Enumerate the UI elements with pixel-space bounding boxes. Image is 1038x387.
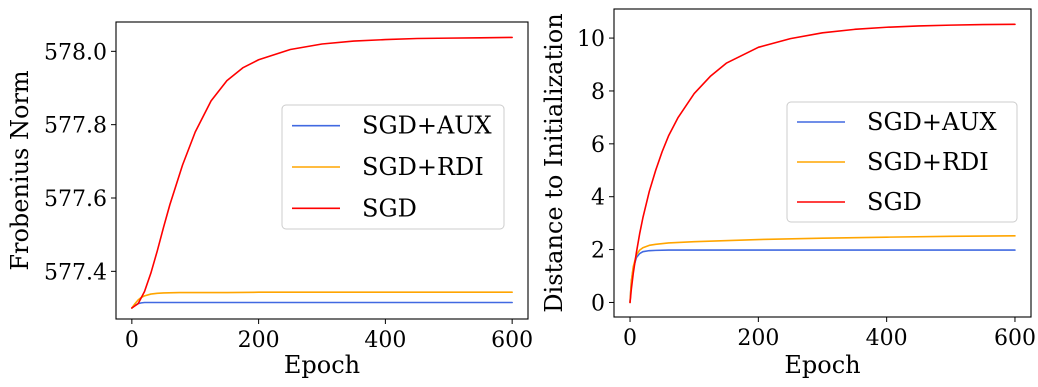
axes-frame xyxy=(115,21,529,320)
y-tick-label: 10 xyxy=(577,27,605,52)
x-tick-label: 600 xyxy=(491,328,533,353)
legend-box xyxy=(281,104,505,230)
y-tick-label: 6 xyxy=(591,133,605,158)
legend: SGD+AUX SGD+RDI SGD xyxy=(786,101,1018,223)
x-tick-label: 0 xyxy=(623,326,637,351)
y-tick-label: 2 xyxy=(591,239,605,264)
series-line-1 xyxy=(131,301,513,309)
series-line-3 xyxy=(629,23,1016,304)
x-tick-label: 0 xyxy=(125,328,139,353)
x-tick-label: 200 xyxy=(238,328,280,353)
y-tick-label: 4 xyxy=(591,186,605,211)
axes-frame xyxy=(613,8,1032,318)
series-line-1 xyxy=(629,249,1016,304)
y-tick-label: 0 xyxy=(591,291,605,316)
series-line-2 xyxy=(629,235,1016,304)
x-tick-label: 200 xyxy=(737,326,779,351)
legend-label-1: SGD+AUX xyxy=(867,108,997,136)
legend-label-2: SGD+RDI xyxy=(867,148,989,176)
legend-label-3: SGD xyxy=(867,188,922,216)
legend: SGD+AUX SGD+RDI SGD xyxy=(281,104,505,230)
y-axis-label: Distance to Initialization xyxy=(540,13,568,312)
legend-label-1: SGD+AUX xyxy=(362,112,492,140)
y-tick-label: 8 xyxy=(591,80,605,105)
chart-panel-2: 0 200 400 600 0 2 4 6 8 10 Epoch Distance to Initia… xyxy=(540,8,1036,379)
legend-box xyxy=(786,101,1018,223)
series-line-3 xyxy=(131,36,513,309)
series-line-2 xyxy=(131,291,513,309)
legend-label-3: SGD xyxy=(362,194,417,222)
y-tick-label: 577.6 xyxy=(44,187,107,212)
y-axis-label: Frobenius Norm xyxy=(6,70,34,271)
x-tick-label: 400 xyxy=(364,328,406,353)
y-tick-label: 577.4 xyxy=(44,260,107,285)
chart-panel-1: 0 200 400 600 577.4 577.6 577.8 578.0 Epoch Frobe… xyxy=(6,21,533,379)
x-axis-label: Epoch xyxy=(784,351,860,379)
y-tick-label: 578.0 xyxy=(44,40,107,65)
x-axis-label: Epoch xyxy=(284,351,360,379)
x-tick-label: 400 xyxy=(866,326,908,351)
x-tick-label: 600 xyxy=(994,326,1036,351)
y-tick-label: 577.8 xyxy=(44,114,107,139)
legend-label-2: SGD+RDI xyxy=(362,153,484,181)
